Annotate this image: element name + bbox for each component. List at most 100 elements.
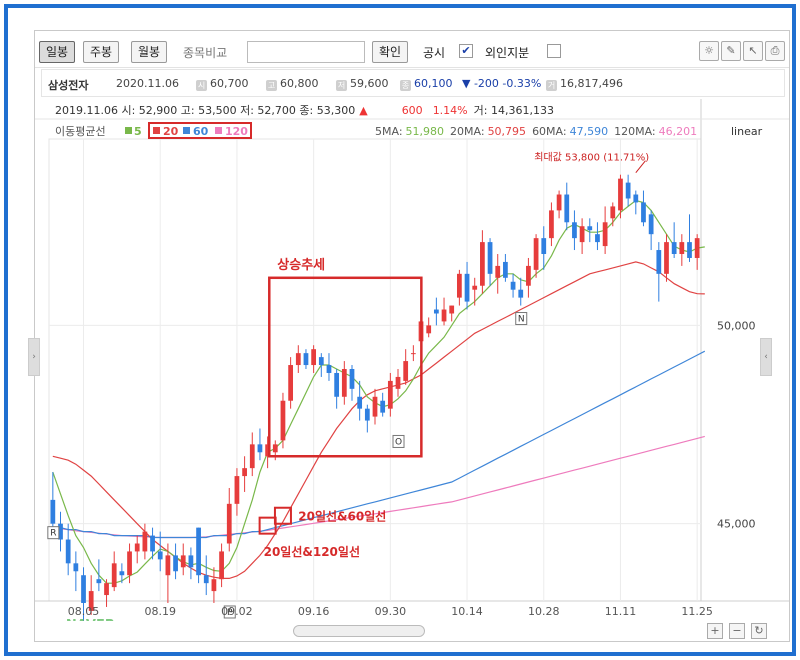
marker-n: N <box>518 315 525 325</box>
marker-o-box <box>392 434 405 448</box>
candle <box>58 511 63 552</box>
candle <box>81 567 86 621</box>
ma60-swatch <box>183 127 190 134</box>
candle <box>487 238 493 286</box>
candle <box>150 527 155 560</box>
candle <box>564 182 570 231</box>
candle <box>288 357 294 409</box>
candle <box>518 277 524 306</box>
grid <box>35 99 789 602</box>
ma20-swatch <box>153 127 160 134</box>
candle-body <box>480 242 485 286</box>
candle <box>456 269 462 306</box>
scale-label[interactable]: linear <box>731 125 763 138</box>
left-collapse-icon[interactable]: › <box>28 338 40 376</box>
outer-frame: 일봉 주봉 월봉 종목비교 확인 공시 ✔ 외인지분 ☼ ✎ ↖ ⎙ 삼성전자 … <box>4 4 796 656</box>
candle-body <box>203 575 209 584</box>
candle <box>656 242 662 302</box>
print-icon[interactable]: ⎙ <box>765 41 785 61</box>
candle-body <box>127 551 132 576</box>
ma120-legend[interactable]: 120 <box>225 125 248 138</box>
candle <box>633 190 639 215</box>
reset-icon[interactable]: ↻ <box>751 623 767 639</box>
chart-panel: 일봉 주봉 월봉 종목비교 확인 공시 ✔ 외인지분 ☼ ✎ ↖ ⎙ 삼성전자 … <box>34 30 790 642</box>
y-tick-label: 50,000 <box>717 319 756 332</box>
zoom-in-button[interactable]: + <box>707 623 723 639</box>
marker-p: P <box>227 608 233 618</box>
candles <box>50 174 700 621</box>
candle <box>265 436 270 469</box>
candle-body <box>265 444 270 457</box>
candle <box>694 234 700 270</box>
ma60-legend[interactable]: 60 <box>193 125 209 138</box>
candle-body <box>188 555 194 568</box>
close-price: 종 60,100 <box>400 77 453 91</box>
candle-body <box>610 206 616 219</box>
candle-body <box>196 527 201 576</box>
foreign-checkbox[interactable] <box>547 44 561 58</box>
candle-body <box>541 238 547 255</box>
pencil-icon[interactable]: ✎ <box>721 41 741 61</box>
candle <box>111 551 117 592</box>
candle-body <box>395 376 401 389</box>
candle-body <box>81 575 86 603</box>
candle-body <box>426 325 432 334</box>
candlestick-chart[interactable]: 상승추세 20일선&60일선 20일선&120일선 최대값 53,800 (11.71… <box>35 99 789 621</box>
weekly-button[interactable]: 주봉 <box>83 41 120 63</box>
candle <box>395 369 401 397</box>
candle <box>318 353 324 377</box>
ma5-legend[interactable]: 5 <box>134 125 142 138</box>
candle-body <box>226 503 232 544</box>
horizontal-scrollbar[interactable] <box>293 625 425 637</box>
trend-box <box>268 276 423 458</box>
monthly-button[interactable]: 월봉 <box>131 41 168 63</box>
candle <box>173 543 178 580</box>
confirm-button[interactable]: 확인 <box>372 41 409 63</box>
annotations: 상승추세 20일선&60일선 20일선&120일선 최대값 53,800 (11.71… <box>47 152 649 621</box>
disclosure-checkbox[interactable]: ✔ <box>459 44 473 58</box>
zoom-out-button[interactable]: − <box>729 623 745 639</box>
candle-body <box>142 531 148 552</box>
candle-body <box>357 396 363 409</box>
daily-button[interactable]: 일봉 <box>39 41 76 63</box>
candle-body <box>272 444 278 453</box>
candle-body <box>180 555 186 568</box>
candle-body <box>234 476 240 504</box>
candle-body <box>410 353 416 355</box>
candle-body <box>58 523 63 540</box>
marker-r: R <box>50 529 56 539</box>
candle <box>364 404 370 433</box>
candle-body <box>518 289 524 298</box>
candle-body <box>433 309 439 314</box>
ma20-legend[interactable]: 20 <box>163 125 179 138</box>
cursor-icon[interactable]: ↖ <box>743 41 763 61</box>
x-tick-label: 11.11 <box>605 605 637 618</box>
ma-legend-highlight <box>148 122 252 139</box>
ma-values: 5MA: 51,980 20MA: 50,795 60MA: 47,590 120MA: 46… <box>375 125 697 138</box>
candle <box>311 345 317 373</box>
max-pointer <box>635 160 646 174</box>
marker-r-box <box>47 526 60 540</box>
candle <box>96 559 102 592</box>
candle <box>211 567 217 603</box>
candle <box>449 305 455 322</box>
candle-body <box>242 468 247 477</box>
candle-body <box>211 579 217 592</box>
trend-label: 상승추세 <box>277 257 325 273</box>
candle <box>664 234 669 282</box>
cross2-marker <box>258 516 277 535</box>
bulb-icon[interactable]: ☼ <box>699 41 719 61</box>
candle-body <box>318 357 324 366</box>
candle-body <box>403 361 409 381</box>
right-collapse-icon[interactable]: ‹ <box>760 338 772 376</box>
candle-body <box>96 579 102 584</box>
volume-icon: 거 <box>546 80 557 91</box>
candle-body <box>441 309 447 322</box>
candle-body <box>150 535 155 552</box>
bottom-bar: + − ↻ <box>35 621 789 641</box>
compare-input[interactable] <box>247 41 365 63</box>
candle <box>50 472 56 532</box>
candle <box>618 174 623 219</box>
candle <box>357 380 363 421</box>
candle <box>295 345 301 373</box>
